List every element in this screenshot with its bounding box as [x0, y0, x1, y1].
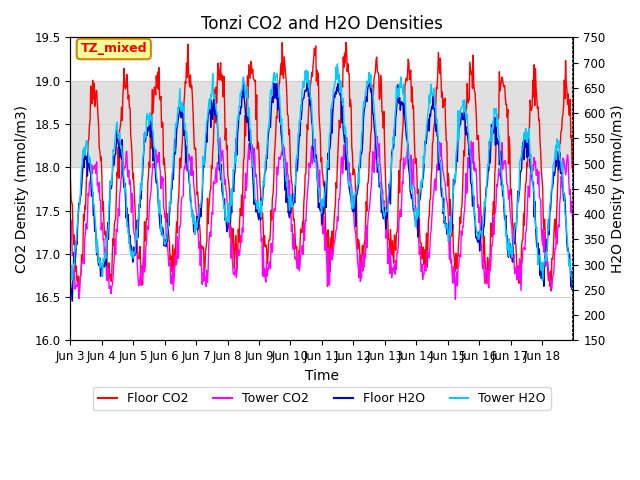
Y-axis label: H2O Density (mmol/m3): H2O Density (mmol/m3) — [611, 105, 625, 273]
Text: TZ_mixed: TZ_mixed — [81, 43, 147, 56]
Y-axis label: CO2 Density (mmol/m3): CO2 Density (mmol/m3) — [15, 105, 29, 273]
Bar — [70, 81, 573, 167]
Title: Tonzi CO2 and H2O Densities: Tonzi CO2 and H2O Densities — [201, 15, 443, 33]
X-axis label: Time: Time — [305, 369, 339, 383]
Legend: Floor CO2, Tower CO2, Floor H2O, Tower H2O: Floor CO2, Tower CO2, Floor H2O, Tower H… — [93, 387, 551, 410]
